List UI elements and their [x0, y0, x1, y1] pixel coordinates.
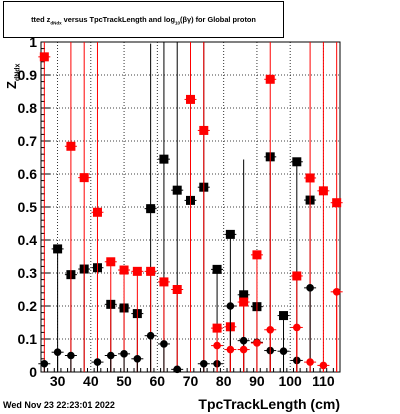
data-point-circle: [133, 355, 142, 363]
y-tick-label: 0.9: [18, 67, 38, 83]
data-point-square: [252, 250, 262, 260]
data-point-square: [212, 323, 222, 333]
x-tick-label: 30: [50, 373, 66, 389]
data-point-square: [172, 185, 182, 195]
x-tick-label: 70: [183, 373, 199, 389]
y-tick-label: 0.7: [18, 133, 38, 149]
data-point-circle: [93, 358, 102, 366]
data-point-circle: [239, 345, 248, 354]
data-point-square: [239, 297, 249, 307]
data-point-square: [186, 94, 195, 104]
data-point-square: [265, 74, 275, 84]
y-axis-label: ZdNdx: [0, 63, 25, 89]
y-axis-label-main: Z: [4, 81, 19, 89]
data-point-circle: [146, 331, 155, 340]
data-point-square: [119, 265, 129, 275]
chart-title: tted zdNdx versus TpcTrackLength and log…: [3, 1, 284, 38]
y-tick-label: 1: [29, 34, 37, 50]
data-point-circle: [40, 359, 49, 368]
data-point-square: [199, 125, 209, 135]
y-tick-label: 0.2: [18, 298, 38, 314]
data-point-square: [146, 204, 156, 214]
data-point-square: [159, 154, 169, 164]
data-point-square: [106, 257, 116, 267]
x-tick-label: 40: [83, 373, 99, 389]
data-point-square: [292, 157, 302, 167]
date-stamp: Wed Nov 23 22:23:01 2022: [3, 400, 115, 410]
data-point-circle: [160, 340, 168, 348]
data-point-square: [239, 290, 249, 300]
data-point-circle: [253, 339, 261, 347]
data-point-square: [305, 173, 315, 183]
data-point-circle: [199, 359, 208, 368]
title-prefix: tted z: [31, 15, 51, 24]
data-point-square: [292, 271, 302, 281]
y-tick-label: 0.3: [18, 265, 38, 281]
y-tick-label: 0.6: [18, 166, 38, 182]
data-point-circle: [332, 288, 341, 296]
x-tick-label: 110: [312, 373, 335, 389]
data-point-circle: [106, 351, 115, 360]
title-sub-10: 10: [174, 20, 180, 26]
y-tick-label: 0.8: [18, 100, 38, 116]
data-point-square: [318, 186, 328, 196]
x-tick-label: 60: [149, 373, 165, 389]
title-middle: versus TpcTrackLength and log: [61, 15, 175, 24]
data-point-square: [159, 277, 169, 287]
data-point-circle: [226, 302, 235, 310]
title-sub-dndx: dNdx: [50, 20, 62, 26]
data-point-circle: [319, 361, 328, 370]
data-point-circle: [173, 365, 182, 374]
data-point-square: [79, 173, 89, 183]
x-tick-label: 90: [249, 373, 265, 389]
data-point-square: [332, 198, 342, 208]
x-tick-label: 100: [278, 373, 302, 389]
data-point-circle: [213, 341, 221, 350]
data-point-circle: [306, 358, 314, 366]
data-point-circle: [226, 345, 235, 354]
data-point-square: [172, 285, 182, 294]
data-point-circle: [279, 347, 288, 356]
data-point-square: [225, 229, 235, 239]
title-suffix: (βγ) for Global proton: [179, 15, 256, 24]
data-point-square: [212, 264, 222, 274]
data-point-square: [146, 266, 156, 276]
data-point-square: [39, 52, 49, 62]
x-axis-label: TpcTrackLength (cm): [198, 396, 340, 412]
y-tick-label: 0: [29, 364, 37, 380]
y-axis-label-sub: dNdx: [14, 63, 22, 82]
data-point-circle: [67, 351, 75, 360]
x-tick-label: 80: [216, 373, 232, 389]
data-point-square: [132, 266, 142, 276]
data-point-circle: [306, 284, 314, 292]
data-point-square: [92, 207, 102, 217]
x-tick-label: 50: [116, 373, 132, 389]
data-point-circle: [239, 336, 248, 345]
data-point-circle: [266, 325, 275, 334]
y-tick-label: 0.5: [18, 199, 38, 215]
data-point-circle: [293, 323, 301, 332]
data-point-circle: [53, 348, 62, 357]
y-tick-label: 0.1: [18, 331, 38, 347]
data-point-square: [66, 141, 76, 151]
y-tick-label: 0.4: [18, 232, 38, 248]
data-point-circle: [120, 350, 128, 358]
data-point-square: [279, 311, 289, 321]
data-point-square: [53, 244, 63, 254]
